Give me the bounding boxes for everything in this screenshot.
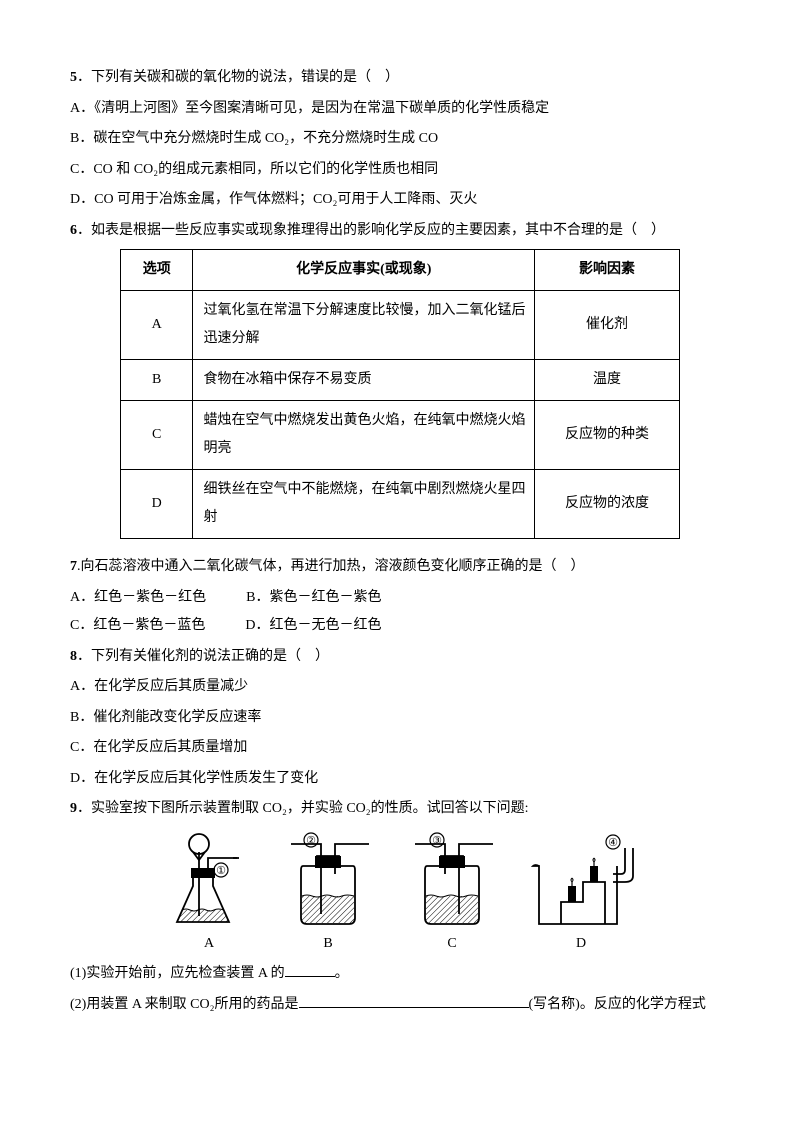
- th-fact: 化学反应事实(或现象): [193, 250, 535, 291]
- q9-sub1: (1)实验开始前，应先检查装置 A 的。: [70, 962, 730, 987]
- q9-num: 9: [70, 801, 77, 816]
- circ-4-label: ④: [608, 837, 618, 849]
- q8-num: 8: [70, 649, 77, 664]
- apparatus-d: ④ D: [521, 830, 641, 957]
- q8-optB: B．催化剂能改变化学反应速率: [70, 706, 730, 731]
- blank-input[interactable]: [299, 993, 529, 1008]
- table-row: D细铁丝在空气中不能燃烧，在纯氧中剧烈燃烧火星四射反应物的浓度: [121, 470, 680, 539]
- blank-input[interactable]: [285, 962, 335, 977]
- q5-optC: C．CO 和 CO₂的组成元素相同，所以它们的化学性质也相同: [70, 158, 730, 183]
- q6-num: 6: [70, 223, 77, 238]
- q6-table: 选项 化学反应事实(或现象) 影响因素 A过氧化氢在常温下分解速度比较慢，加入二…: [120, 249, 680, 539]
- q5-optD: D．CO 可用于冶炼金属，作气体燃料；CO₂可用于人工降雨、灭火: [70, 188, 730, 213]
- q5-optA: A．《清明上河图》至今图案清晰可见，是因为在常温下碳单质的化学性质稳定: [70, 97, 730, 122]
- label-b: B: [323, 932, 332, 957]
- q5-stem: 5．下列有关碳和碳的氧化物的说法，错误的是（ ）: [70, 66, 730, 91]
- apparatus-c: ③ C: [397, 830, 507, 957]
- q7-optB: B．紫色－红色－紫色: [246, 586, 381, 611]
- q5-optB: B．碳在空气中充分燃烧时生成 CO₂，不充分燃烧时生成 CO: [70, 127, 730, 152]
- q8-optA: A．在化学反应后其质量减少: [70, 675, 730, 700]
- q9-figure-row: ① A ②: [70, 830, 730, 957]
- q9-stem: 9．实验室按下图所示装置制取 CO₂，并实验 CO₂的性质。试回答以下问题:: [70, 797, 730, 822]
- label-c: C: [447, 932, 456, 957]
- q9-sub2: (2)用装置 A 来制取 CO₂所用的药品是(写名称)。反应的化学方程式: [70, 993, 730, 1018]
- q7-optC: C．红色－紫色－蓝色: [70, 614, 205, 639]
- q7-row1: A．红色－紫色－红色 B．紫色－红色－紫色: [70, 586, 730, 611]
- apparatus-a: ① A: [159, 830, 259, 957]
- q8-stem: 8．下列有关催化剂的说法正确的是（ ）: [70, 645, 730, 670]
- th-factor: 影响因素: [535, 250, 680, 291]
- q7-optA: A．红色－紫色－红色: [70, 586, 206, 611]
- q6-stem: 6．如表是根据一些反应事实或现象推理得出的影响化学反应的主要因素，其中不合理的是…: [70, 219, 730, 244]
- q8-optD: D．在化学反应后其化学性质发生了变化: [70, 767, 730, 792]
- table-row: B食物在冰箱中保存不易变质温度: [121, 360, 680, 401]
- table-row: 选项 化学反应事实(或现象) 影响因素: [121, 250, 680, 291]
- q7-row2: C．红色－紫色－蓝色 D．红色－无色－红色: [70, 614, 730, 639]
- circ-3-label: ③: [432, 835, 442, 847]
- q7-num: 7: [70, 559, 77, 574]
- label-a: A: [204, 932, 214, 957]
- q5-num: 5: [70, 70, 77, 85]
- label-d: D: [576, 932, 586, 957]
- circ-2-label: ②: [306, 835, 316, 847]
- th-option: 选项: [121, 250, 193, 291]
- q7-stem: 7.向石蕊溶液中通入二氧化碳气体，再进行加热，溶液颜色变化顺序正确的是（ ）: [70, 555, 730, 580]
- q8-optC: C．在化学反应后其质量增加: [70, 736, 730, 761]
- table-row: C蜡烛在空气中燃烧发出黄色火焰，在纯氧中燃烧火焰明亮反应物的种类: [121, 401, 680, 470]
- apparatus-b: ② B: [273, 830, 383, 957]
- q7-optD: D．红色－无色－红色: [245, 614, 381, 639]
- circ-1-label: ①: [216, 865, 226, 877]
- table-row: A过氧化氢在常温下分解速度比较慢，加入二氧化锰后迅速分解催化剂: [121, 291, 680, 360]
